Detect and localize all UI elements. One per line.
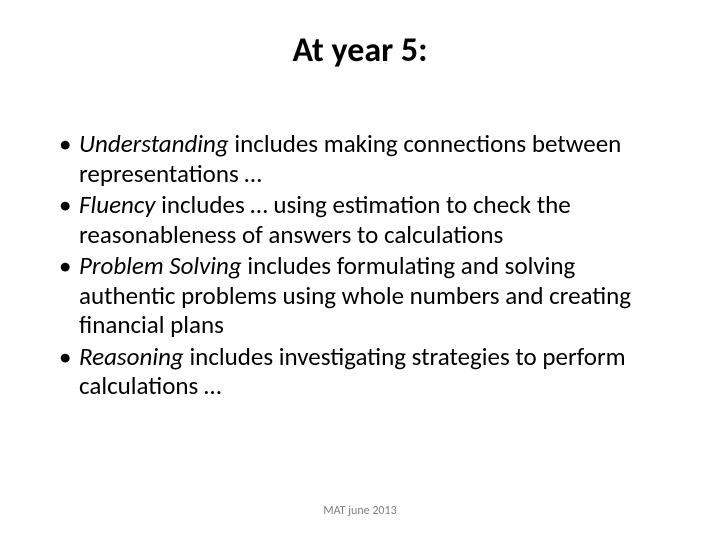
- slide: At year 5: Understanding includes making…: [0, 0, 720, 540]
- bullet-lead: Understanding: [79, 128, 229, 159]
- bullet-lead: Reasoning: [79, 341, 184, 372]
- list-item: Problem Solving includes formulating and…: [55, 251, 665, 340]
- list-item: Understanding includes making connection…: [55, 129, 665, 188]
- list-item: Reasoning includes investigating strateg…: [55, 342, 665, 401]
- bullet-list: Understanding includes making connection…: [55, 129, 665, 401]
- list-item: Fluency includes … using estimation to c…: [55, 190, 665, 249]
- bullet-lead: Problem Solving: [79, 250, 242, 281]
- slide-footer: MAT june 2013: [0, 504, 720, 518]
- slide-title: At year 5:: [55, 30, 665, 71]
- bullet-lead: Fluency: [79, 189, 155, 220]
